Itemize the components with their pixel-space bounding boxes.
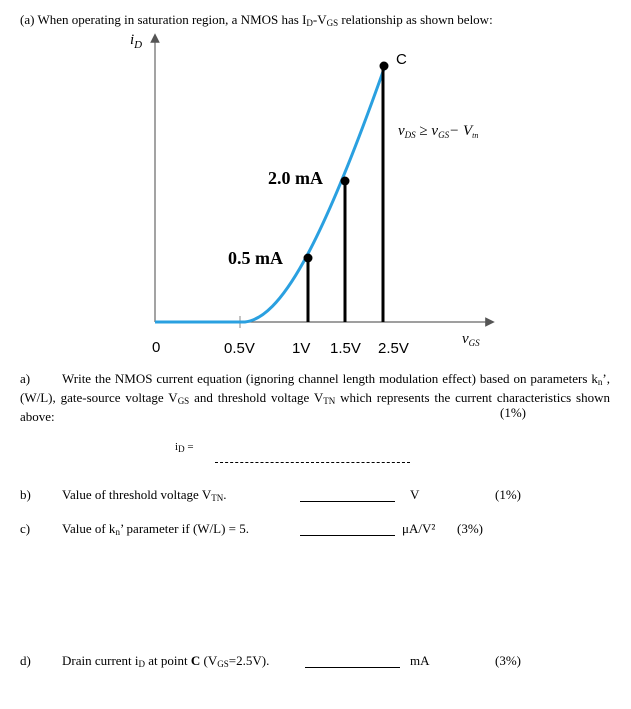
curve [155, 65, 387, 324]
text: − V [449, 123, 474, 139]
answer-line [215, 462, 410, 463]
unit: mA [410, 653, 430, 668]
text: TN [211, 493, 224, 503]
question-label: d) [20, 653, 31, 668]
unit: μA/V² [402, 521, 436, 536]
text: v [431, 123, 438, 139]
text: =2.5V). [228, 653, 270, 668]
x-tick-label: 1.5V [330, 340, 361, 357]
text: D [133, 39, 142, 51]
marks: (1%) [495, 487, 521, 502]
question-text: Value of kn’ parameter if (W/L) = 5. [62, 521, 249, 537]
text: n [115, 527, 120, 537]
text: ’, (W/L), gate-source voltage V [20, 371, 610, 405]
text: TN [323, 396, 336, 406]
text: Drain current i [62, 653, 139, 668]
marks: (3%) [495, 653, 521, 668]
question-label: c) [20, 521, 31, 536]
text: which represents the current characteris… [20, 390, 610, 424]
point [303, 253, 313, 263]
x-tick-label: 2.5V [378, 340, 409, 357]
text: relationship as shown below: [338, 12, 493, 27]
text: D [138, 659, 146, 669]
answer-blank [300, 535, 395, 536]
point [340, 176, 350, 186]
text: i [130, 32, 134, 48]
point-label: C [396, 51, 407, 68]
text: D [178, 444, 185, 454]
text: tn [472, 131, 478, 140]
text: v [398, 123, 405, 139]
text: (a) When operating in saturation region,… [20, 12, 307, 27]
text: GS [217, 659, 229, 669]
answer-blank [300, 501, 395, 502]
text: n [597, 377, 603, 387]
point [379, 61, 389, 71]
text: v [462, 331, 469, 347]
text: ’ parameter if (W/L) = 5. [119, 521, 250, 536]
text: -V [312, 12, 327, 27]
text: GS [177, 396, 190, 406]
question-label: b) [20, 487, 31, 502]
text: DS [404, 130, 416, 140]
text: C [190, 653, 201, 668]
text: i [175, 441, 179, 453]
question-text: Value of threshold voltage VTN. [62, 487, 226, 503]
subscript: D [306, 18, 313, 28]
question-text: Drain current iD at point C (VGS=2.5V). [62, 653, 269, 669]
annotation: vDS ≥ vGS− Vtn [398, 123, 478, 140]
text: at point [145, 653, 191, 668]
text: (V [200, 653, 218, 668]
question-label: a) [20, 371, 31, 386]
text: = [184, 441, 194, 453]
text: Write the NMOS current equation (ignorin… [62, 371, 598, 386]
x-tick-label: 0.5V [224, 340, 255, 357]
text: GS [438, 130, 449, 140]
unit: V [410, 487, 420, 502]
y-axis-label: iD [130, 32, 142, 51]
text: . [223, 487, 227, 502]
marks: (3%) [457, 521, 483, 536]
marks: (1%) [500, 405, 526, 420]
text: Value of threshold voltage V [62, 487, 212, 502]
answer-label: iD = [175, 441, 194, 454]
text: GS [469, 338, 480, 348]
point-label: 2.0 mA [268, 168, 323, 188]
question-text: Write the NMOS current equation (ignorin… [20, 371, 610, 425]
x-tick-label: 1V [292, 340, 310, 357]
text: Value of k [62, 521, 116, 536]
header: (a) When operating in saturation region,… [20, 12, 493, 28]
text: and threshold voltage V [189, 390, 324, 405]
text: ≥ [416, 123, 432, 139]
answer-blank [305, 667, 400, 668]
subscript: GS [326, 18, 339, 28]
x-axis-label: vGS [462, 331, 480, 348]
point-label: 0.5 mA [228, 248, 283, 268]
origin-label: 0 [152, 339, 160, 356]
